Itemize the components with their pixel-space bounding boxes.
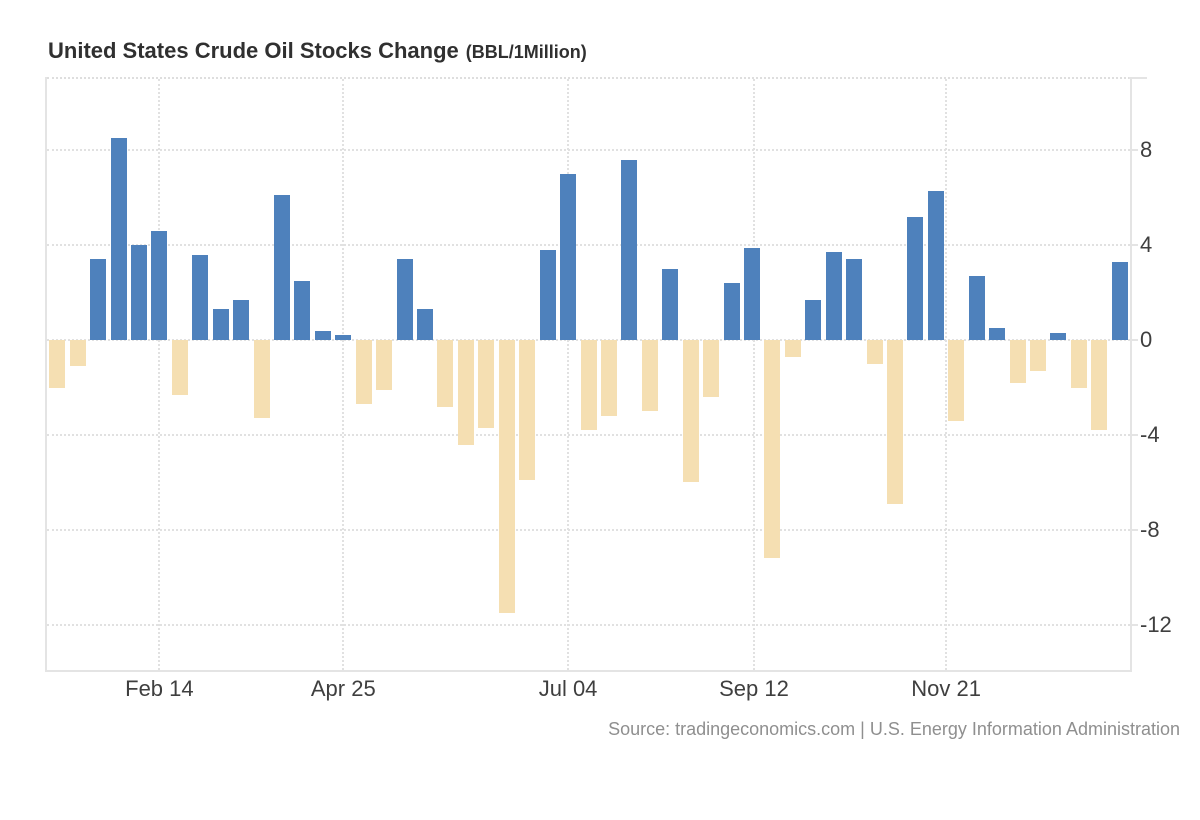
horizontal-gridline	[47, 434, 1130, 437]
vertical-gridline	[342, 79, 345, 670]
vertical-gridline	[753, 79, 755, 670]
chart-bar[interactable]	[314, 330, 331, 341]
chart-bar[interactable]	[457, 340, 474, 445]
chart-bar[interactable]	[1030, 340, 1047, 371]
plot-border-left	[45, 77, 47, 670]
chart-bar[interactable]	[784, 340, 801, 357]
y-axis-tick	[1130, 244, 1138, 247]
y-axis-label: -12	[1140, 611, 1172, 637]
chart-bar[interactable]	[335, 335, 352, 341]
chart-bar[interactable]	[825, 252, 842, 341]
chart-bar[interactable]	[743, 247, 760, 341]
vertical-gridline	[158, 79, 161, 670]
x-axis-label: Feb 14	[125, 676, 194, 701]
y-axis-label: 0	[1140, 327, 1153, 353]
chart-bar[interactable]	[519, 340, 536, 481]
chart-bar[interactable]	[887, 340, 903, 504]
chart-title: United States Crude Oil Stocks Change (BB…	[48, 38, 587, 64]
x-axis-label: Sep 12	[719, 676, 789, 701]
vertical-gridline	[945, 79, 948, 670]
x-axis-label: Jul 04	[538, 676, 598, 701]
chart-bar[interactable]	[212, 309, 229, 341]
chart-bar[interactable]	[682, 340, 699, 483]
plot-border-right	[1130, 77, 1132, 670]
chart-bar[interactable]	[968, 276, 985, 341]
plot-area	[45, 77, 1132, 672]
chart-bar[interactable]	[130, 245, 147, 341]
chart-bar[interactable]	[151, 230, 168, 341]
y-axis-tick	[1130, 339, 1138, 342]
chart-bar[interactable]	[396, 259, 413, 341]
chart-bar[interactable]	[621, 159, 638, 341]
chart-bar[interactable]	[907, 216, 924, 341]
y-axis-label: -4	[1140, 422, 1160, 448]
horizontal-gridline	[47, 623, 1130, 626]
source-attribution: Source: tradingeconomics.com | U.S. Ener…	[608, 719, 1180, 739]
plot-border-bottom	[45, 670, 1132, 672]
chart-bar[interactable]	[171, 340, 188, 395]
chart-bar[interactable]	[110, 138, 127, 341]
chart-bar[interactable]	[805, 299, 822, 341]
chart-bar[interactable]	[273, 195, 290, 341]
y-axis-label: -8	[1140, 516, 1160, 542]
chart-bar[interactable]	[1111, 261, 1128, 341]
chart-bar[interactable]	[1050, 332, 1067, 341]
chart-bar[interactable]	[764, 340, 781, 559]
chart-bar[interactable]	[1091, 340, 1108, 431]
chart-bar[interactable]	[580, 340, 597, 431]
chart-bar[interactable]	[703, 340, 720, 398]
chart-bar[interactable]	[253, 340, 270, 419]
chart-bar[interactable]	[355, 340, 372, 405]
y-axis-label: 8	[1140, 137, 1153, 163]
chart-bar[interactable]	[948, 340, 965, 421]
chart-bar[interactable]	[49, 340, 66, 388]
chart-bar[interactable]	[1009, 340, 1026, 383]
chart-bar[interactable]	[723, 283, 740, 341]
horizontal-gridline	[47, 528, 1130, 531]
chart-bar[interactable]	[927, 190, 944, 341]
chart-bar[interactable]	[478, 340, 495, 428]
y-axis-tick	[1130, 528, 1138, 531]
chart-bar[interactable]	[376, 340, 393, 390]
y-axis-tick	[1130, 149, 1138, 152]
chart-bar[interactable]	[90, 259, 107, 341]
chart-bar[interactable]	[989, 328, 1006, 341]
x-axis-label: Apr 25	[310, 676, 376, 701]
chart-bar[interactable]	[846, 259, 863, 341]
chart-bar[interactable]	[600, 340, 617, 417]
y-axis-tick	[1130, 623, 1138, 626]
x-axis-label: Nov 21	[911, 676, 981, 701]
chart-bar[interactable]	[498, 340, 515, 614]
chart-bar[interactable]	[539, 249, 556, 341]
y-axis-tick	[1130, 434, 1138, 437]
chart-bar[interactable]	[1070, 340, 1087, 388]
chart-bar[interactable]	[437, 340, 454, 407]
y-axis-label: 4	[1140, 232, 1153, 258]
chart-bar[interactable]	[866, 340, 883, 364]
chart-bar[interactable]	[417, 309, 434, 341]
y-axis-top-tick	[1129, 77, 1147, 79]
plot-border-top	[47, 77, 1130, 79]
horizontal-gridline	[47, 149, 1130, 152]
chart-bar[interactable]	[233, 299, 250, 341]
chart-title-main: United States Crude Oil Stocks Change	[48, 38, 459, 63]
chart-bar[interactable]	[641, 340, 658, 412]
chart-bar[interactable]	[662, 268, 679, 341]
chart-bar[interactable]	[69, 340, 86, 367]
chart-bar[interactable]	[192, 254, 209, 341]
chart-bar[interactable]	[560, 173, 577, 341]
chart-title-unit: (BBL/1Million)	[465, 42, 587, 62]
vertical-gridline	[567, 79, 570, 670]
horizontal-gridline	[47, 244, 1130, 247]
chart-bar[interactable]	[294, 280, 311, 341]
